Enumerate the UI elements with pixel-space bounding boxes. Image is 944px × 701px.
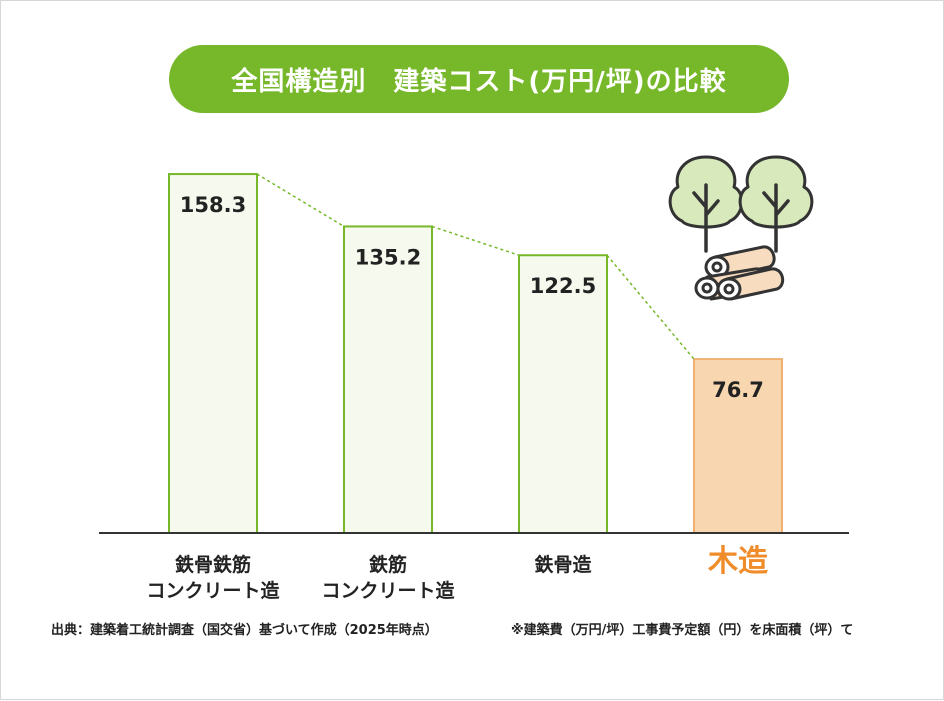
wood-illustration <box>668 155 814 301</box>
log-pile-icon <box>694 245 785 301</box>
connector-layer <box>256 173 695 360</box>
category-label-line: 鉄骨鉄筋 <box>175 553 251 576</box>
bar-value-label-1: 135.2 <box>355 245 421 269</box>
connector-line-0 <box>256 173 345 228</box>
tree-icon <box>668 155 744 253</box>
category-label-line: コンクリート造 <box>146 579 280 602</box>
category-label-line: 鉄筋 <box>369 553 407 576</box>
bar-value-label-3: 76.7 <box>712 378 764 402</box>
bar-0 <box>168 173 258 534</box>
category-label-line: コンクリート造 <box>321 579 455 602</box>
category-label-1: 鉄筋コンクリート造 <box>321 553 455 602</box>
bar-value-label-2: 122.5 <box>530 274 596 298</box>
connector-line-2 <box>606 254 695 360</box>
connector-line-1 <box>431 225 520 256</box>
category-label-2: 鉄骨造 <box>534 553 592 576</box>
bar-value-label-0: 158.3 <box>180 193 246 217</box>
category-label-line: 鉄骨造 <box>534 553 592 576</box>
category-label-line: 木造 <box>707 544 768 579</box>
bar-1 <box>343 225 433 534</box>
bars-layer <box>168 173 783 535</box>
category-label-3: 木造 <box>707 544 768 579</box>
tree-icon <box>738 155 814 253</box>
chart-title: 全国構造別 建築コスト(万円/坪)の比較 <box>169 45 789 113</box>
source-footnote: 出典：建築着工統計調査（国交省）基づいて作成（2025年時点） <box>51 623 438 638</box>
category-label-0: 鉄骨鉄筋コンクリート造 <box>146 553 280 602</box>
value-labels-layer: 158.3 135.2 122.5 76.7 <box>180 193 764 402</box>
cost-definition-footnote: ※建築費（万円/坪）工事費予定額（円）を床面積（坪）て <box>511 623 854 638</box>
